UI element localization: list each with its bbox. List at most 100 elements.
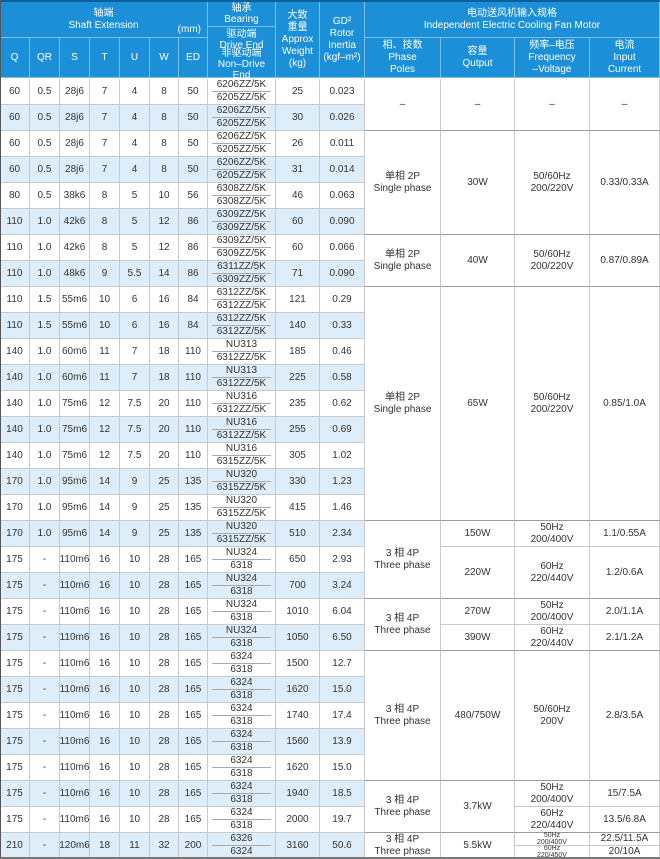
cell-ed: 135	[179, 469, 208, 495]
cell-w: 32	[150, 833, 179, 859]
voltage: 220/450V	[537, 852, 567, 859]
phase-cn: 单相 2P	[384, 248, 420, 260]
bottom-edge	[0, 857, 660, 859]
bearing-non-drive-end: 6318	[230, 638, 253, 649]
cell-weight: 31	[276, 157, 320, 183]
cell-s: 75m6	[60, 391, 90, 417]
cell-output: 480/750W	[441, 651, 515, 781]
cell-t: 16	[90, 599, 120, 625]
cell-u: 10	[120, 807, 150, 833]
phase-cn: 3 相 4P	[385, 612, 420, 624]
cell-gd2: 6.04	[320, 599, 365, 625]
frequency: –	[549, 98, 555, 110]
cell-s: 95m6	[60, 469, 90, 495]
column-header-label: QR	[37, 51, 52, 63]
phase-en: Three phase	[374, 806, 431, 818]
cell-phase-poles: 单相 2P Single phase	[365, 131, 441, 235]
cell-t: 16	[90, 547, 120, 573]
left-edge	[0, 0, 1, 859]
cell-qr: 1.5	[30, 287, 60, 313]
cell-s: 28j6	[60, 131, 90, 157]
cell-t: 11	[90, 339, 120, 365]
motor-column-header: 相、技数 Phase Poles	[365, 38, 441, 78]
cell-t: 16	[90, 573, 120, 599]
cell-t: 11	[90, 365, 120, 391]
cell-ed: 50	[179, 131, 208, 157]
phase-en: Single phase	[373, 403, 432, 415]
bearing-non-drive-end: 6205ZZ/5K	[216, 170, 267, 181]
motor-column-header: 频率–电压 Frequency –Voltage	[515, 38, 590, 78]
cell-phase-poles: 单相 2P Single phase	[365, 235, 441, 287]
bearing-non-drive-end: 6315ZZ/5K	[216, 456, 267, 467]
cell-u: 10	[120, 599, 150, 625]
bearing-drive-end: NU324	[212, 625, 271, 638]
cell-s: 110m6	[60, 651, 90, 677]
cell-weight: 225	[276, 365, 320, 391]
cell-weight: 140	[276, 313, 320, 339]
cell-weight: 1940	[276, 781, 320, 807]
frequency: 60Hz	[540, 625, 564, 637]
phase-cn: 3 相 4P	[385, 833, 420, 845]
table-row: 140 1.0 60m6 11 7 18 110 NU313 6312ZZ/5K 225 0.58	[0, 365, 365, 391]
cell-gd2: 2.93	[320, 547, 365, 573]
cell-ed: 110	[179, 365, 208, 391]
cell-weight: 255	[276, 417, 320, 443]
cell-s: 38k6	[60, 183, 90, 209]
cell-s: 95m6	[60, 495, 90, 521]
cell-s: 28j6	[60, 105, 90, 131]
table-row: 80 0.5 38k6 8 5 10 56 6308ZZ/5K 6308ZZ/5K 46 0.063	[0, 183, 365, 209]
cell-output: 30W	[441, 131, 515, 235]
table-row: 175-110m6 16 10 28 165 NU324 6318 1050 6.50	[0, 625, 365, 651]
cell-q: 140	[0, 365, 30, 391]
cell-input-current: –	[590, 79, 660, 131]
column-header-ed: ED	[179, 38, 208, 78]
cell-s: 110m6	[60, 703, 90, 729]
bearing-header: 轴承 Bearing	[208, 2, 276, 27]
weight-header-en: (kg)	[288, 57, 307, 69]
cell-ed: 165	[179, 729, 208, 755]
cell-output: 3.7kW	[441, 781, 515, 833]
cell-w: 16	[150, 287, 179, 313]
bearing-drive-end: 6326	[212, 833, 271, 846]
cell-phase-poles: 3 相 4P Three phase	[365, 781, 441, 833]
cell-gd2: 18.5	[320, 781, 365, 807]
cell-qr: 1.0	[30, 521, 60, 547]
cell-phase-poles: 3 相 4P Three phase	[365, 651, 441, 781]
cell-q: 110	[0, 261, 30, 287]
bearing-non-drive-end: 6318	[230, 560, 253, 571]
bearing-drive-end: 6309ZZ/5K	[212, 235, 271, 248]
cell-ed: 84	[179, 313, 208, 339]
cell-bearing: 6309ZZ/5K 6309ZZ/5K	[208, 209, 276, 235]
cell-frequency-voltage: 50/60Hz 200/220V	[515, 287, 590, 521]
cell-bearing: 6324 6318	[208, 807, 276, 833]
cell-w: 8	[150, 79, 179, 105]
cell-w: 28	[150, 703, 179, 729]
cell-input-current: 1.2/0.6A	[590, 547, 660, 599]
bearing-non-drive-end: 6309ZZ/5K	[216, 248, 267, 259]
cell-gd2: 0.29	[320, 287, 365, 313]
cell-gd2: 15.0	[320, 755, 365, 781]
cell-qr: -	[30, 547, 60, 573]
cell-u: 5	[120, 235, 150, 261]
cell-u: 10	[120, 755, 150, 781]
cell-ed: 165	[179, 807, 208, 833]
cell-t: 16	[90, 703, 120, 729]
motor-column-en: Frequency	[528, 51, 576, 63]
weight-header: 大致 重量 Approx Weight (kg)	[276, 2, 320, 78]
cell-ed: 165	[179, 677, 208, 703]
motor-column-cn: 相、技数	[382, 39, 423, 51]
motor-header: 电动送风机输入规格 Independent Electric Cooling Fa…	[365, 2, 660, 38]
cell-qr: 1.0	[30, 443, 60, 469]
column-header-label: Q	[10, 51, 19, 63]
non-drive-end-header: 非驱动端 Non–Drive End	[208, 48, 276, 81]
cell-gd2: 13.9	[320, 729, 365, 755]
cell-u: 10	[120, 651, 150, 677]
frequency: 50/60Hz	[533, 170, 571, 182]
cell-q: 175	[0, 547, 30, 573]
cell-ed: 135	[179, 495, 208, 521]
column-header-qr: QR	[30, 38, 60, 78]
cell-q: 140	[0, 443, 30, 469]
cell-weight: 1560	[276, 729, 320, 755]
bearing-non-drive-end: 6312ZZ/5K	[216, 430, 267, 441]
cell-input-current: 22.5/11.5A	[590, 833, 660, 846]
